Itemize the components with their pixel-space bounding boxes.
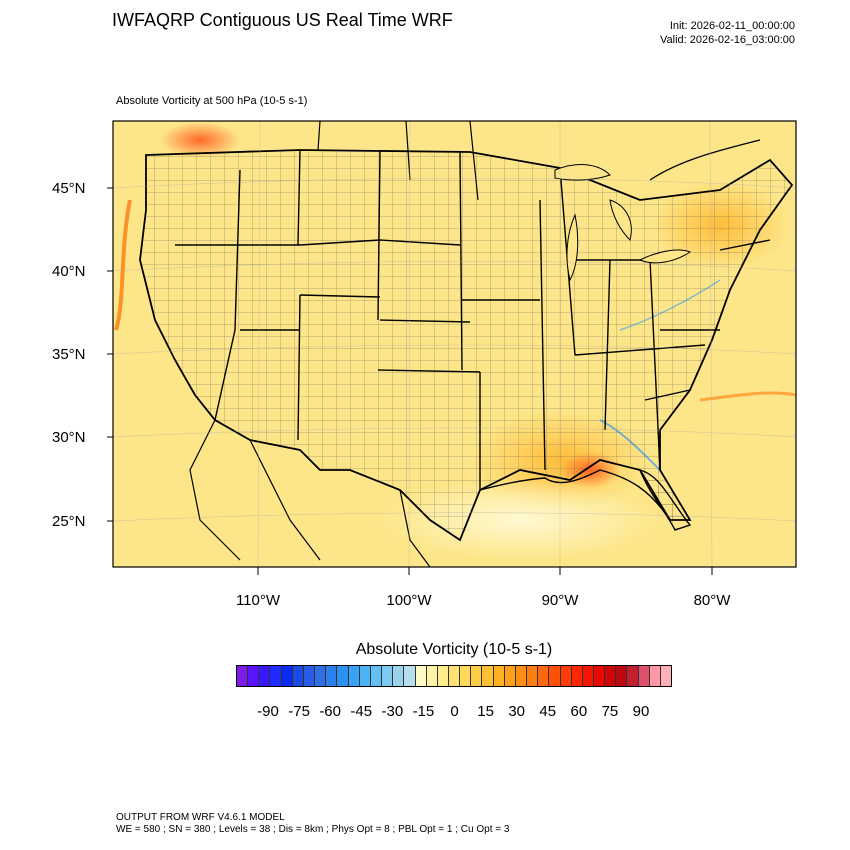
lon-label-90: 90°W: [542, 592, 580, 609]
colorbar-box: [337, 666, 349, 686]
lat-label-45: 45°N: [52, 180, 86, 197]
colorbar-box: [594, 666, 606, 686]
colorbar-box: [315, 666, 327, 686]
graticule: [113, 121, 796, 567]
colorbar-box: [471, 666, 483, 686]
colorbar-box: [393, 666, 405, 686]
lon-label-110: 110°W: [236, 592, 281, 609]
model-info-line2: WE = 580 ; SN = 380 ; Levels = 38 ; Dis …: [116, 824, 510, 835]
init-time: Init: 2026-02-11_00:00:00: [669, 20, 795, 32]
lat-label-40: 40°N: [52, 263, 86, 280]
colorbar-tick-label: 60: [570, 703, 588, 720]
colorbar-box: [493, 666, 505, 686]
lat-label-25: 25°N: [52, 513, 86, 530]
colorbar-box: [281, 666, 293, 686]
vorticity-band-pacific: [114, 199, 132, 331]
state-borders: [175, 149, 771, 490]
colorbar-box: [649, 666, 661, 686]
colorbar-box: [237, 666, 249, 686]
lon-label-80: 80°W: [694, 592, 732, 609]
colorbar-box: [582, 666, 594, 686]
field-label: Absolute Vorticity at 500 hPa (10-5 s-1): [116, 95, 308, 107]
colorbar-tick-label: 45: [539, 703, 557, 720]
colorbar-tick-label: -30: [381, 703, 404, 720]
colorbar-box: [515, 666, 528, 686]
colorbar-box: [538, 666, 550, 686]
colorbar-box: [571, 666, 583, 686]
great-lakes: [554, 164, 692, 282]
colorbar-tick-label: 90: [632, 703, 650, 720]
vorticity-max-northwest: [160, 122, 240, 158]
colorbar-box: [259, 666, 271, 686]
lat-label-30: 30°N: [52, 429, 86, 446]
florida: [638, 468, 692, 531]
colorbar-tick-label: -60: [319, 703, 341, 720]
colorbar-box: [348, 666, 360, 686]
colorbar-box: [638, 666, 650, 686]
colorbar-box: [560, 666, 572, 686]
colorbar-box: [382, 666, 394, 686]
colorbar-box: [359, 666, 371, 686]
colorbar-tick-label: 15: [477, 703, 494, 720]
colorbar-box: [426, 666, 438, 686]
colorbar-box: [303, 666, 316, 686]
colorbar-title: Absolute Vorticity (10-5 s-1): [355, 641, 553, 658]
colorbar-box: [404, 666, 416, 686]
colorbar-box: [504, 666, 516, 686]
colorbar-box: [627, 666, 639, 686]
colorbar-box: [370, 666, 383, 686]
colorbar-box: [605, 666, 617, 686]
colorbar-box: [270, 666, 282, 686]
colorbar-tick-label: -75: [288, 703, 310, 720]
international-borders: [189, 121, 761, 567]
colorbar-box: [437, 666, 449, 686]
colorbar-box: [616, 666, 628, 686]
colorbar-tick-label: -15: [412, 703, 435, 720]
colorbar-tick-label: 30: [508, 703, 525, 720]
colorbar-tick-label: 0: [450, 703, 459, 720]
map-frame: [112, 120, 797, 568]
gulf-coastline: [479, 469, 671, 521]
colorbar: [236, 665, 672, 687]
colorbar-tick-label: 75: [601, 703, 619, 720]
colorbar-box: [460, 666, 472, 686]
map-panel: 45°N 40°N 35°N 30°N 25°N 110°W 100°W 90°…: [52, 120, 797, 609]
colorbar-tick-label: -90: [257, 703, 279, 720]
chart-title: IWFAQRP Contiguous US Real Time WRF: [112, 10, 453, 30]
colorbar-box: [549, 666, 561, 686]
colorbar-tick-label: -45: [350, 703, 373, 720]
colorbar-box: [248, 666, 260, 686]
vorticity-band-atlantic: [699, 391, 796, 402]
colorbar-box: [292, 666, 304, 686]
lon-ticks: [257, 567, 713, 575]
lat-ticks: [107, 187, 113, 522]
valid-time: Valid: 2026-02-16_03:00:00: [660, 34, 795, 46]
lon-label-100: 100°W: [386, 592, 432, 609]
colorbar-box: [448, 666, 461, 686]
lat-label-35: 35°N: [52, 346, 86, 363]
colorbar-box: [415, 666, 427, 686]
colorbar-box: [527, 666, 539, 686]
colorbar-box: [660, 666, 672, 686]
colorbar-labels: -90 -75 -60 -45 -30 -15 0 15 30 45 60 75 90: [0, 703, 850, 723]
colorbar-box: [326, 666, 338, 686]
model-info-line1: OUTPUT FROM WRF V4.6.1 MODEL: [116, 812, 285, 823]
colorbar-box: [482, 666, 494, 686]
